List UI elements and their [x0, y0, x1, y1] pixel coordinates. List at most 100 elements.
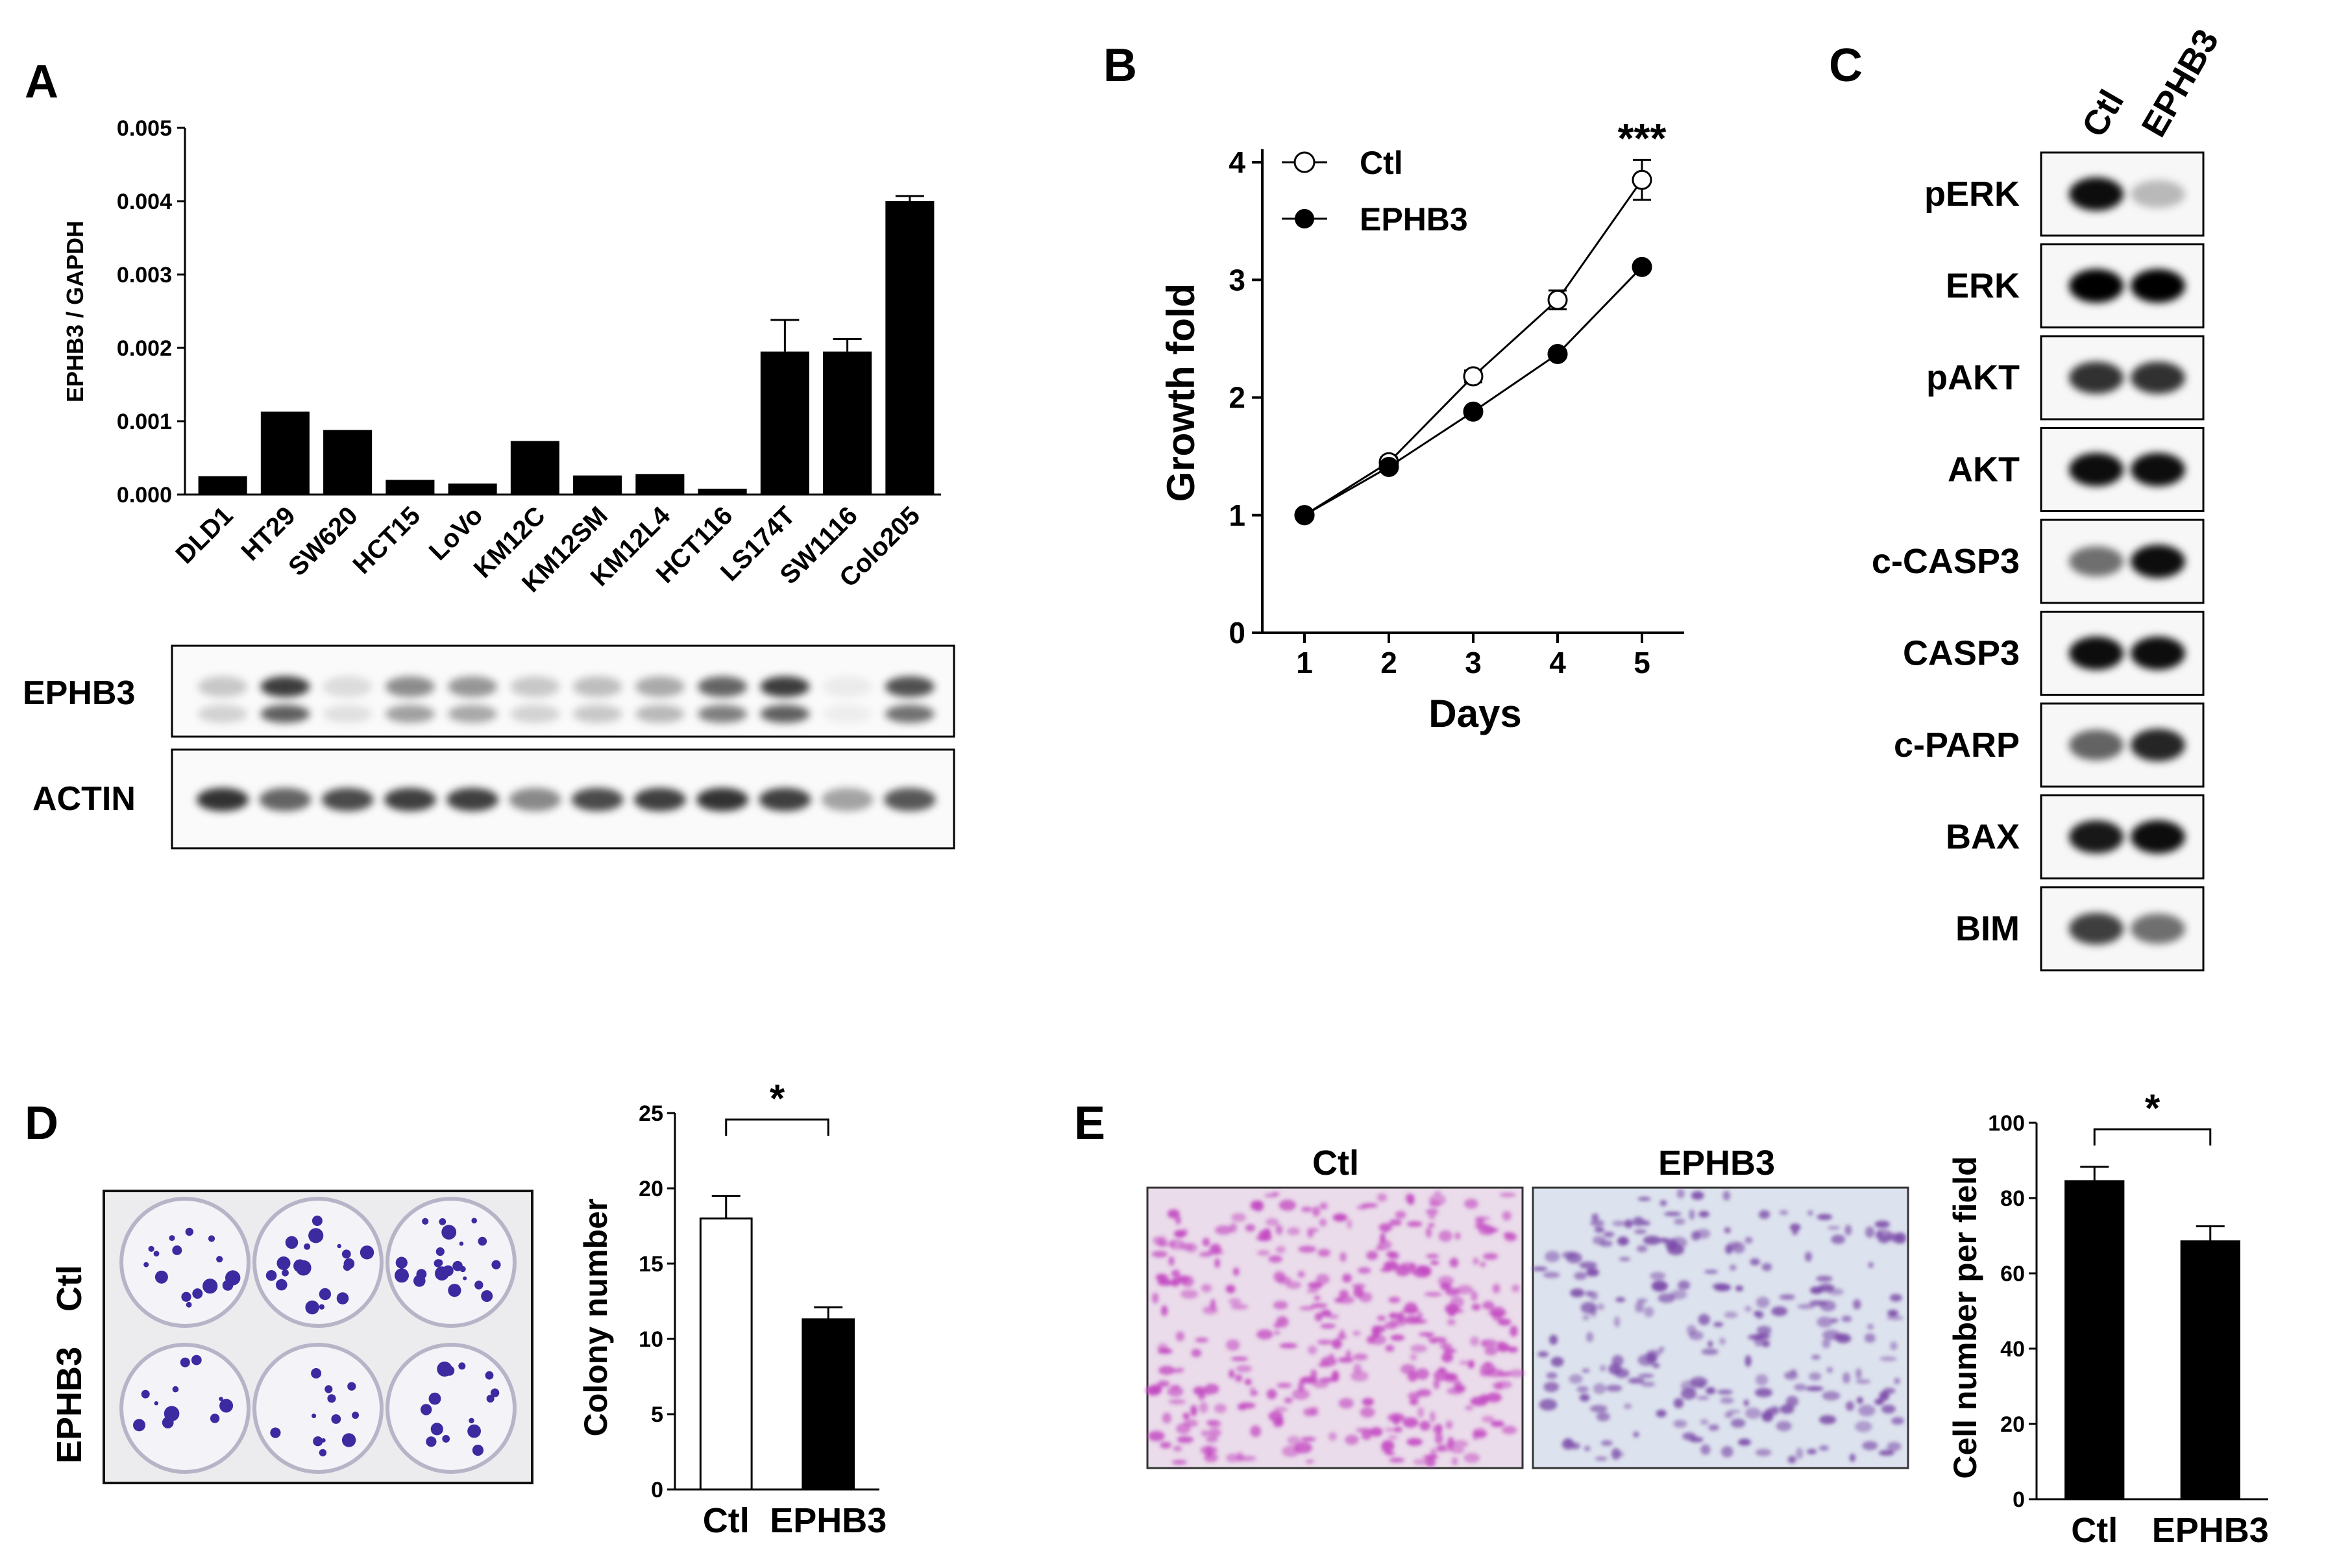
- migration-cell-ctl: [1203, 1306, 1218, 1315]
- migration-cell-ctl: [1430, 1337, 1447, 1342]
- colony-dot: [442, 1435, 450, 1443]
- migration-cell-ephb3: [1658, 1293, 1675, 1303]
- migration-cell-ctl: [1238, 1402, 1256, 1409]
- migration-cell-ctl: [1452, 1439, 1469, 1448]
- migration-cell-ephb3: [1822, 1391, 1841, 1401]
- migration-cell-ctl: [1397, 1312, 1405, 1323]
- migration-cell-ephb3: [1822, 1338, 1831, 1349]
- migration-cell-ctl: [1472, 1429, 1478, 1441]
- colony-dot: [478, 1236, 487, 1246]
- migration-cell-ephb3: [1887, 1310, 1898, 1317]
- blot-a-ephb3-band: [698, 676, 748, 697]
- migration-cell-ctl: [1250, 1425, 1262, 1438]
- migration-cell-ctl: [1210, 1243, 1221, 1254]
- colony-dot: [172, 1386, 179, 1393]
- panel-e-y-axis-title: Cell number per field: [1947, 1156, 1983, 1478]
- migration-cell-ctl: [1441, 1352, 1454, 1363]
- blot-a-row-label-ephb3: EPHB3: [23, 674, 135, 712]
- colony-dot: [270, 1427, 281, 1438]
- migration-cell-ephb3: [1855, 1368, 1862, 1379]
- migration-cell-ctl: [1229, 1223, 1238, 1233]
- panel-d-y-axis-title: Colony number: [578, 1199, 614, 1437]
- blot-a-actin-band: [509, 788, 561, 811]
- migration-cell-ephb3: [1842, 1372, 1850, 1384]
- blot-a-ephb3-box: [171, 644, 955, 738]
- blot-c-band: [2069, 269, 2124, 303]
- migration-cell-ctl: [1319, 1202, 1328, 1210]
- migration-cell-ephb3: [1659, 1238, 1670, 1243]
- migration-cell-ctl: [1257, 1250, 1270, 1256]
- migration-cell-ephb3: [1708, 1424, 1720, 1431]
- panel-d-y-tick-label: 10: [639, 1327, 663, 1352]
- blot-c-band: [2131, 636, 2185, 670]
- migration-cell-ctl: [1153, 1236, 1163, 1245]
- migration-cell-ctl: [1202, 1238, 1210, 1247]
- migration-cell-ctl: [1277, 1316, 1288, 1325]
- migration-cell-ctl: [1317, 1249, 1330, 1257]
- migration-cell-ctl: [1181, 1275, 1194, 1288]
- migration-cell-ephb3: [1603, 1231, 1615, 1238]
- migration-cell-ctl: [1180, 1289, 1199, 1299]
- blot-a-ephb3-band: [323, 676, 373, 697]
- migration-cell-ctl: [1415, 1368, 1430, 1380]
- migration-cell-ephb3: [1771, 1306, 1788, 1316]
- migration-cell-ctl: [1486, 1368, 1504, 1378]
- blot-a-ephb3-band: [448, 676, 498, 697]
- colony-dot: [180, 1357, 190, 1367]
- panel-d-significance-bracket: [725, 1118, 829, 1136]
- migration-cell-ephb3: [1761, 1410, 1774, 1422]
- panel-b-point: [1463, 366, 1484, 387]
- migration-cell-ctl: [1317, 1340, 1333, 1345]
- migration-cell-ctl: [1229, 1298, 1242, 1305]
- migration-cell-ctl: [1481, 1340, 1487, 1347]
- migration-cell-ephb3: [1857, 1404, 1876, 1417]
- migration-cell-ephb3: [1691, 1231, 1700, 1241]
- colony-dot: [474, 1280, 484, 1290]
- panel-d-y-tick-label: 0: [651, 1478, 663, 1502]
- migration-cell-ctl: [1337, 1334, 1347, 1340]
- migration-cell-ctl: [1445, 1288, 1460, 1297]
- migration-cell-ephb3: [1678, 1280, 1691, 1290]
- colony-well: [252, 1197, 384, 1328]
- migration-cell-ctl: [1234, 1374, 1243, 1382]
- migration-cell-ephb3: [1673, 1419, 1687, 1428]
- migration-cell-ephb3: [1754, 1388, 1773, 1397]
- migration-cell-ctl: [1471, 1303, 1481, 1311]
- migration-cell-ephb3: [1744, 1236, 1753, 1244]
- panel-b-x-tick-label: 5: [1634, 646, 1650, 680]
- migration-cell-ephb3: [1651, 1280, 1668, 1292]
- migration-cell-ctl: [1177, 1367, 1184, 1373]
- migration-cell-ephb3: [1569, 1374, 1583, 1384]
- migration-cell-ctl: [1171, 1269, 1181, 1278]
- migration-cell-ctl: [1463, 1452, 1480, 1463]
- migration-cell-ctl: [1157, 1274, 1169, 1284]
- colony-dot: [312, 1414, 317, 1419]
- colony-dot: [225, 1282, 232, 1290]
- migration-cell-ephb3: [1689, 1436, 1704, 1443]
- colony-dot: [208, 1235, 215, 1242]
- panel-b-point: [1378, 456, 1399, 477]
- colony-dot: [341, 1249, 351, 1259]
- colony-dot: [435, 1247, 445, 1256]
- migration-cell-ctl: [1350, 1371, 1369, 1382]
- blot-a-actin-band: [696, 788, 749, 811]
- migration-cell-ctl: [1214, 1258, 1220, 1268]
- migration-cell-ephb3: [1617, 1236, 1629, 1246]
- migration-cell-ephb3: [1864, 1333, 1876, 1343]
- migration-cell-ctl: [1201, 1430, 1209, 1437]
- migration-cell-ephb3: [1724, 1227, 1731, 1234]
- blot-c-band: [2069, 177, 2124, 211]
- migration-cell-ephb3: [1724, 1412, 1733, 1418]
- panel-d-colony-plate: Ctl EPHB3: [50, 1190, 533, 1484]
- migration-cell-ephb3: [1809, 1372, 1822, 1381]
- migration-cell-ephb3: [1831, 1234, 1846, 1244]
- migration-cell-ctl: [1383, 1260, 1399, 1271]
- migration-cell-ephb3: [1755, 1374, 1769, 1386]
- migration-cell-ctl: [1482, 1253, 1499, 1260]
- colony-dot: [154, 1270, 168, 1284]
- migration-cell-ephb3: [1565, 1252, 1582, 1264]
- migration-cell-ephb3: [1796, 1447, 1804, 1459]
- blot-a-ephb3-band-lower: [760, 705, 810, 723]
- migration-cell-ephb3: [1676, 1188, 1685, 1199]
- migration-cell-ephb3: [1841, 1316, 1852, 1322]
